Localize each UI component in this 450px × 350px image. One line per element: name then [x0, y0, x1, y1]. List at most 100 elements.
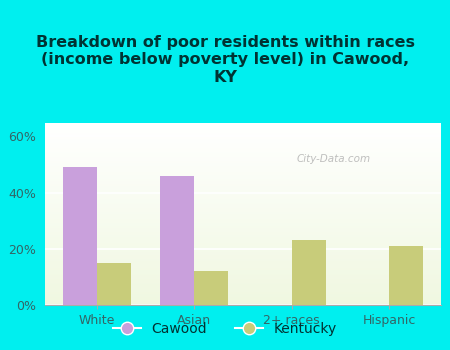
Bar [45, 253, 441, 256]
Bar [45, 248, 441, 250]
Bar [45, 141, 441, 142]
Bar [45, 299, 441, 301]
Bar [194, 271, 229, 304]
Bar [45, 144, 441, 146]
Bar [45, 172, 441, 174]
Bar [45, 164, 441, 166]
Bar [45, 294, 441, 295]
Bar [45, 256, 441, 257]
Bar [45, 268, 441, 270]
Bar [45, 153, 441, 155]
Bar [45, 243, 441, 244]
Bar [45, 274, 441, 275]
Text: Breakdown of poor residents within races
(income below poverty level) in Cawood,: Breakdown of poor residents within races… [36, 35, 414, 85]
Legend: Cawood, Kentucky: Cawood, Kentucky [107, 316, 343, 341]
Bar [45, 210, 441, 212]
Bar [45, 150, 441, 152]
Bar [45, 155, 441, 157]
Bar [45, 286, 441, 288]
Bar [97, 262, 131, 304]
Bar [45, 130, 441, 132]
Bar [45, 135, 441, 137]
Bar [45, 215, 441, 217]
Bar [45, 297, 441, 299]
Bar [45, 197, 441, 199]
Bar [45, 266, 441, 268]
Bar [45, 203, 441, 204]
Bar [45, 194, 441, 195]
Bar [292, 240, 326, 304]
Bar [45, 175, 441, 177]
Bar [45, 295, 441, 297]
Bar [45, 301, 441, 303]
Bar [45, 124, 441, 126]
Bar [45, 142, 441, 144]
Bar [45, 290, 441, 292]
Bar [45, 190, 441, 192]
Bar [45, 206, 441, 208]
Bar [45, 183, 441, 184]
Bar [45, 262, 441, 265]
Bar [45, 224, 441, 226]
Bar [45, 122, 441, 124]
Bar [45, 192, 441, 194]
Bar [45, 228, 441, 230]
Bar [45, 201, 441, 203]
Bar [45, 241, 441, 243]
Bar [45, 275, 441, 277]
Bar [45, 259, 441, 261]
Bar [45, 137, 441, 139]
Bar [45, 219, 441, 221]
Bar [45, 283, 441, 285]
Bar [45, 148, 441, 150]
Bar [45, 265, 441, 266]
Bar [45, 126, 441, 128]
Bar [63, 167, 97, 304]
Bar [45, 159, 441, 161]
Bar [45, 277, 441, 279]
Bar [45, 204, 441, 206]
Bar [45, 223, 441, 224]
Bar [45, 212, 441, 214]
Bar [45, 199, 441, 201]
Bar [45, 235, 441, 237]
Bar [45, 177, 441, 179]
Text: City-Data.com: City-Data.com [297, 154, 371, 164]
Bar [45, 214, 441, 215]
Bar [45, 250, 441, 252]
Bar [45, 270, 441, 272]
Bar [45, 279, 441, 281]
Bar [45, 226, 441, 228]
Bar [45, 285, 441, 286]
Bar [45, 181, 441, 183]
Bar [45, 233, 441, 235]
Bar [45, 162, 441, 164]
Bar [45, 128, 441, 130]
Bar [45, 179, 441, 181]
Bar [45, 208, 441, 210]
Bar [45, 133, 441, 135]
Bar [45, 230, 441, 232]
Bar [45, 174, 441, 175]
Bar [45, 188, 441, 190]
Bar [45, 195, 441, 197]
Bar [45, 246, 441, 248]
Bar [45, 292, 441, 294]
Bar [45, 217, 441, 219]
Bar [45, 152, 441, 153]
Bar [45, 168, 441, 170]
Bar [160, 176, 194, 304]
Bar [45, 303, 441, 304]
Bar [45, 132, 441, 133]
Bar [45, 157, 441, 159]
Bar [45, 146, 441, 148]
Bar [45, 288, 441, 290]
Bar [45, 239, 441, 241]
Bar [45, 272, 441, 274]
Bar [45, 186, 441, 188]
Bar [45, 244, 441, 246]
Bar [45, 237, 441, 239]
Bar [45, 221, 441, 223]
Bar [45, 166, 441, 168]
Bar [45, 161, 441, 162]
